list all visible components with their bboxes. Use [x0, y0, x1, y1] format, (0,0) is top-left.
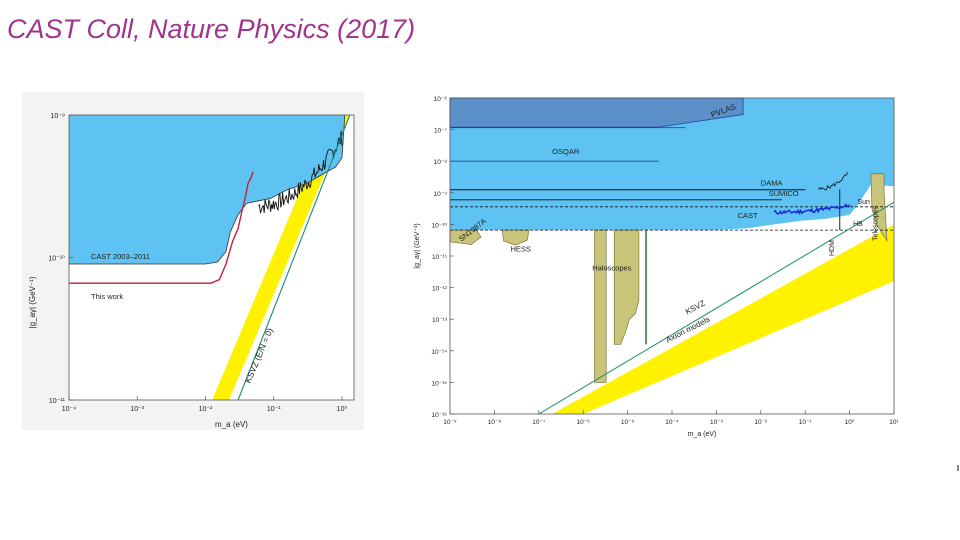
ksvz-model-line: [237, 115, 351, 400]
x-tick-label: 10⁻⁷: [532, 419, 546, 426]
telescopes-label: Telescopes: [873, 205, 880, 241]
right-excluded-regions: [449, 97, 894, 383]
y-tick-label: 10⁻¹⁵: [431, 380, 447, 387]
slide-edge-mark: [957, 465, 959, 471]
dama-spikes: [818, 172, 848, 191]
sumico-label: SUMICO: [769, 189, 799, 198]
this-work-label: This work: [91, 292, 123, 301]
hb-label: HB: [853, 221, 863, 228]
haloscopes-label: Haloscopes: [592, 263, 631, 272]
x-tick-label: 10⁻²: [754, 419, 768, 426]
y-tick-label: 10⁻⁷: [434, 128, 448, 135]
y-axis-label: |g_aγ| (GeV⁻¹): [28, 276, 37, 328]
sun-label: Sun: [857, 199, 870, 206]
x-axis-label: m_a (eV): [688, 431, 717, 438]
x-tick-label: 10⁻⁴: [62, 406, 77, 413]
y-tick-label: 10⁻¹¹: [49, 398, 66, 405]
right-chart: 10⁻⁹ 10⁻⁸ 10⁻⁷ 10⁻⁶ 10⁻⁵ 10⁻⁴ 10⁻³ 10⁻² 10⁻¹ 10⁰ 1…: [414, 96, 900, 438]
cast-label: CAST: [738, 211, 758, 220]
y-tick-label: 10⁻⁹: [434, 191, 448, 198]
x-tick-label: 10⁻⁹: [443, 419, 457, 426]
slide-title: CAST Coll, Nature Physics (2017): [7, 14, 416, 44]
left-chart-panel: 10⁻⁴ 10⁻³ 10⁻² 10⁻¹ 10⁰ 10⁻¹¹ 10⁻¹⁰ 10⁻⁹ m_a (eV…: [22, 92, 364, 430]
haloscope-region-2: [613, 229, 640, 345]
left-series-lines: [69, 114, 351, 400]
haloscope-region-1: [594, 229, 607, 383]
x-tick-label: 10⁻³: [710, 419, 724, 426]
right-series-lines: [450, 172, 894, 414]
right-chart-panel: 10⁻⁹ 10⁻⁸ 10⁻⁷ 10⁻⁶ 10⁻⁵ 10⁻⁴ 10⁻³ 10⁻² 10⁻¹ 10⁰ 1…: [408, 90, 900, 438]
excluded-area: [69, 115, 345, 264]
ksvz-band-area: [212, 115, 350, 400]
y-tick-label: 10⁻¹⁶: [431, 412, 447, 419]
x-tick-label: 10⁻⁴: [665, 419, 679, 426]
x-tick-label: 10¹: [889, 419, 899, 426]
x-tick-label: 10⁻⁸: [488, 419, 502, 426]
hdm-label: HDM: [829, 240, 836, 256]
osqar-label: OSQAR: [552, 147, 580, 156]
cast-excluded-region: [69, 115, 345, 264]
y-tick-label: 10⁻¹⁰: [48, 255, 65, 263]
cast-blue-trace: [773, 203, 851, 215]
hess-label: HESS: [510, 244, 530, 253]
y-tick-label: 10⁻¹²: [432, 286, 448, 293]
ksvz-line: [538, 201, 894, 414]
x-tick-label: 10⁻³: [130, 406, 144, 413]
telescopes-region: [870, 173, 888, 243]
y-tick-label: 10⁻⁹: [51, 113, 65, 120]
x-tick-label: 10⁻¹: [267, 406, 281, 413]
x-axis-label: m_a (eV): [215, 420, 248, 429]
y-tick-label: 10⁻¹⁴: [431, 349, 447, 356]
y-tick-label: 10⁻¹⁰: [432, 222, 448, 229]
this-work-line: [69, 171, 254, 284]
y-tick-label: 10⁻⁶: [434, 96, 448, 103]
y-axis-label: |g_aγ| (GeV⁻¹): [414, 223, 421, 268]
x-tick-label: 10⁻¹: [799, 419, 813, 426]
left-axes: 10⁻⁴ 10⁻³ 10⁻² 10⁻¹ 10⁰ 10⁻¹¹ 10⁻¹⁰ 10⁻⁹ m_a (eV…: [28, 113, 355, 429]
x-tick-label: 10⁻²: [199, 406, 213, 413]
left-chart: 10⁻⁴ 10⁻³ 10⁻² 10⁻¹ 10⁰ 10⁻¹¹ 10⁻¹⁰ 10⁻⁹ m_a (eV…: [28, 113, 355, 429]
x-tick-label: 10⁰: [845, 419, 855, 426]
cast-region: [450, 98, 894, 231]
x-tick-label: 10⁻⁶: [577, 419, 591, 426]
y-tick-label: 10⁻¹³: [432, 317, 448, 324]
x-tick-label: 10⁰: [337, 405, 348, 413]
right-axes: 10⁻⁹ 10⁻⁸ 10⁻⁷ 10⁻⁶ 10⁻⁵ 10⁻⁴ 10⁻³ 10⁻² 10⁻¹ 10⁰ 1…: [414, 96, 900, 438]
noise-trace: [258, 130, 343, 215]
y-tick-label: 10⁻⁸: [434, 159, 448, 166]
x-tick-label: 10⁻⁵: [621, 419, 635, 426]
dama-label: DAMA: [761, 179, 783, 188]
y-tick-label: 10⁻¹¹: [432, 254, 448, 261]
cast-2003-2011-label: CAST 2003–2011: [91, 252, 150, 261]
hess-region: [501, 229, 530, 246]
ksvz-label: KSVZ: [684, 299, 707, 317]
